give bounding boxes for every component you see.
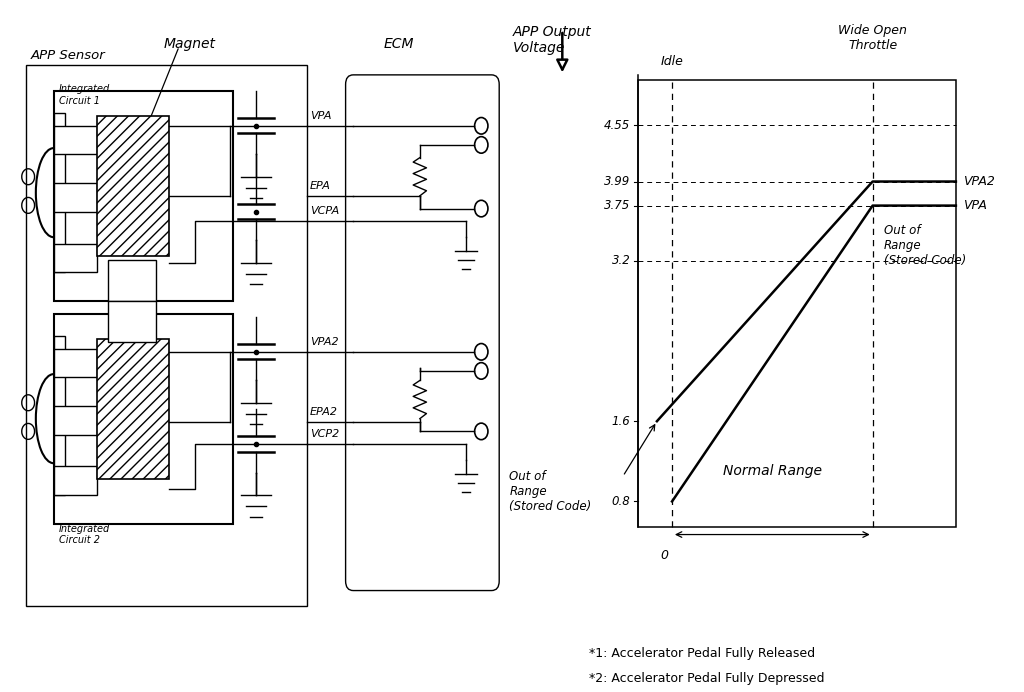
Bar [108, 301, 156, 343]
Bar [54, 406, 97, 435]
FancyBboxPatch shape [346, 75, 500, 590]
Text: 3.75: 3.75 [604, 199, 631, 212]
Text: 4.55: 4.55 [604, 119, 631, 132]
Bar [54, 313, 233, 524]
Bar [26, 65, 307, 606]
Text: Out of
Range
(Stored Code): Out of Range (Stored Code) [509, 470, 592, 513]
Text: ECM: ECM [384, 37, 415, 51]
Bar [54, 91, 233, 301]
Text: 0: 0 [660, 549, 669, 562]
Bar [54, 183, 97, 212]
Text: EPA: EPA [309, 181, 331, 191]
Bar [638, 80, 955, 527]
Text: VPA2: VPA2 [309, 337, 338, 347]
Text: VPA: VPA [964, 199, 987, 212]
Bar [54, 126, 97, 154]
Text: 3.99: 3.99 [604, 175, 631, 188]
Text: Idle: Idle [660, 55, 683, 69]
Text: *2: Accelerator Pedal Fully Depressed: *2: Accelerator Pedal Fully Depressed [589, 672, 824, 685]
Text: 1.6: 1.6 [611, 415, 631, 428]
Text: *1: Accelerator Pedal Fully Released: *1: Accelerator Pedal Fully Released [589, 647, 815, 660]
Text: Out of
Range
(Stored Code): Out of Range (Stored Code) [884, 224, 967, 267]
Bar [54, 244, 97, 272]
Text: VPA: VPA [309, 111, 331, 120]
Text: 0.8: 0.8 [611, 495, 631, 508]
Text: 3.2: 3.2 [611, 254, 631, 267]
Bar [54, 349, 97, 377]
Text: VPA2: VPA2 [964, 175, 995, 188]
Text: APP Sensor: APP Sensor [31, 49, 105, 62]
Text: APP Output
Voltage: APP Output Voltage [513, 25, 592, 55]
Bar [97, 116, 169, 256]
Text: VCPA: VCPA [309, 206, 339, 216]
Text: EPA2: EPA2 [309, 407, 338, 417]
Bar [108, 260, 156, 301]
Bar [54, 336, 66, 495]
Bar [97, 339, 169, 479]
Bar [54, 466, 97, 495]
Text: Normal Range: Normal Range [723, 464, 822, 478]
Text: VCP2: VCP2 [309, 429, 339, 439]
Text: Integrated
Circuit 1: Integrated Circuit 1 [58, 84, 111, 106]
Text: Magnet: Magnet [164, 37, 216, 51]
Bar [54, 113, 66, 272]
Text: Integrated
Circuit 2: Integrated Circuit 2 [58, 524, 111, 545]
Text: Wide Open
Throttle: Wide Open Throttle [839, 24, 907, 52]
